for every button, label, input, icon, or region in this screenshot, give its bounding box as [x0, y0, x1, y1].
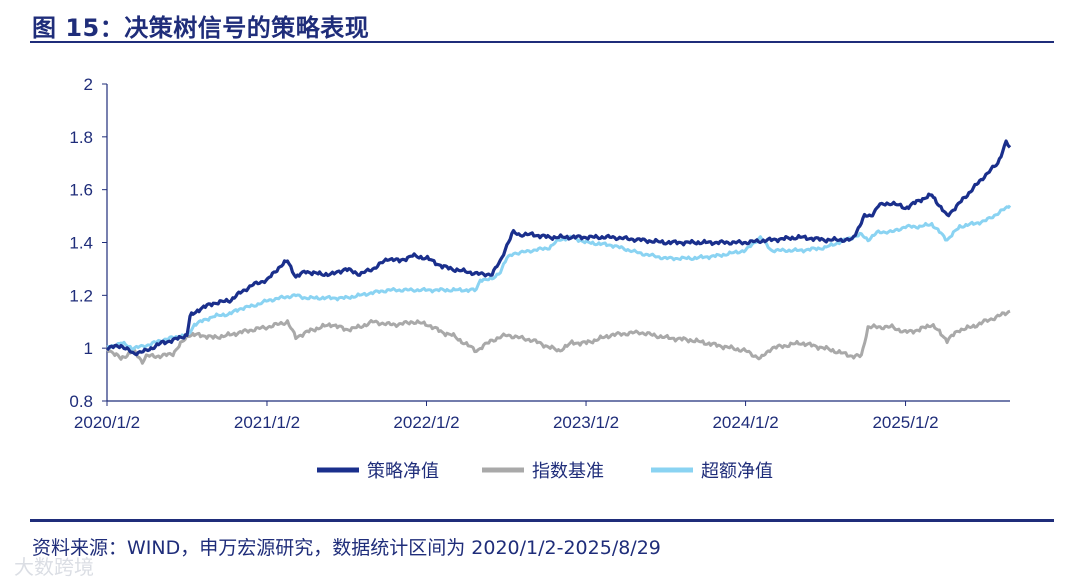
- x-tick-label: 2025/1/2: [872, 413, 938, 432]
- legend-label-excess: 超额净值: [701, 461, 773, 482]
- x-tick-label: 2022/1/2: [393, 413, 459, 432]
- y-tick-label: 1.4: [69, 234, 93, 253]
- footer-divider: [30, 519, 1054, 522]
- series-line-index: [105, 309, 1011, 365]
- title-divider: [30, 41, 1054, 43]
- legend-label-strategy: 策略净值: [367, 461, 439, 482]
- y-tick-label: 1.6: [69, 181, 93, 200]
- chart-axes: 0.8 1 1.2 1.4 1.6 1.8 2 2020/1/2 2021/1/2 2022/1/…: [69, 75, 1010, 432]
- chart-legend: 策略净值 指数基准 超额净值: [317, 461, 773, 482]
- legend-label-index: 指数基准: [532, 461, 604, 482]
- series-line-excess: [106, 204, 1012, 351]
- x-tick-label: 2021/1/2: [234, 413, 300, 432]
- y-tick-label: 1: [84, 339, 93, 358]
- x-tick-label: 2023/1/2: [553, 413, 619, 432]
- y-tick-label: 1.2: [69, 286, 93, 305]
- page-title: 图 15：决策树信号的策略表现: [32, 14, 370, 42]
- series-line-strategy: [105, 139, 1012, 357]
- y-tick-label: 2: [84, 75, 93, 94]
- chart-series-layer: [105, 139, 1012, 365]
- y-tick-label: 0.8: [69, 392, 93, 411]
- x-tick-label: 2024/1/2: [712, 413, 778, 432]
- x-tick-label: 2020/1/2: [74, 413, 140, 432]
- y-tick-label: 1.8: [69, 128, 93, 147]
- source-note: 资料来源：WIND，申万宏源研究，数据统计区间为 2020/1/2-2025/8…: [32, 537, 661, 559]
- watermark: 大数跨境: [14, 555, 94, 579]
